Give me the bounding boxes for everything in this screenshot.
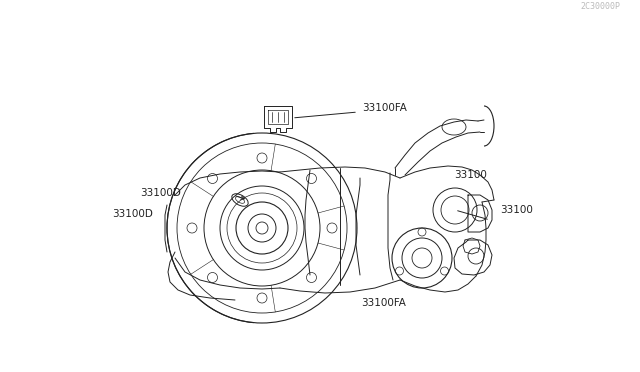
Text: 33100D: 33100D bbox=[140, 188, 181, 198]
Text: 2C30000P: 2C30000P bbox=[581, 2, 621, 11]
Text: 33100D: 33100D bbox=[112, 209, 153, 219]
Text: 33100FA: 33100FA bbox=[362, 298, 406, 308]
Text: 33100: 33100 bbox=[454, 170, 487, 180]
Text: 33100: 33100 bbox=[500, 205, 533, 215]
Text: 33100FA: 33100FA bbox=[362, 103, 407, 113]
